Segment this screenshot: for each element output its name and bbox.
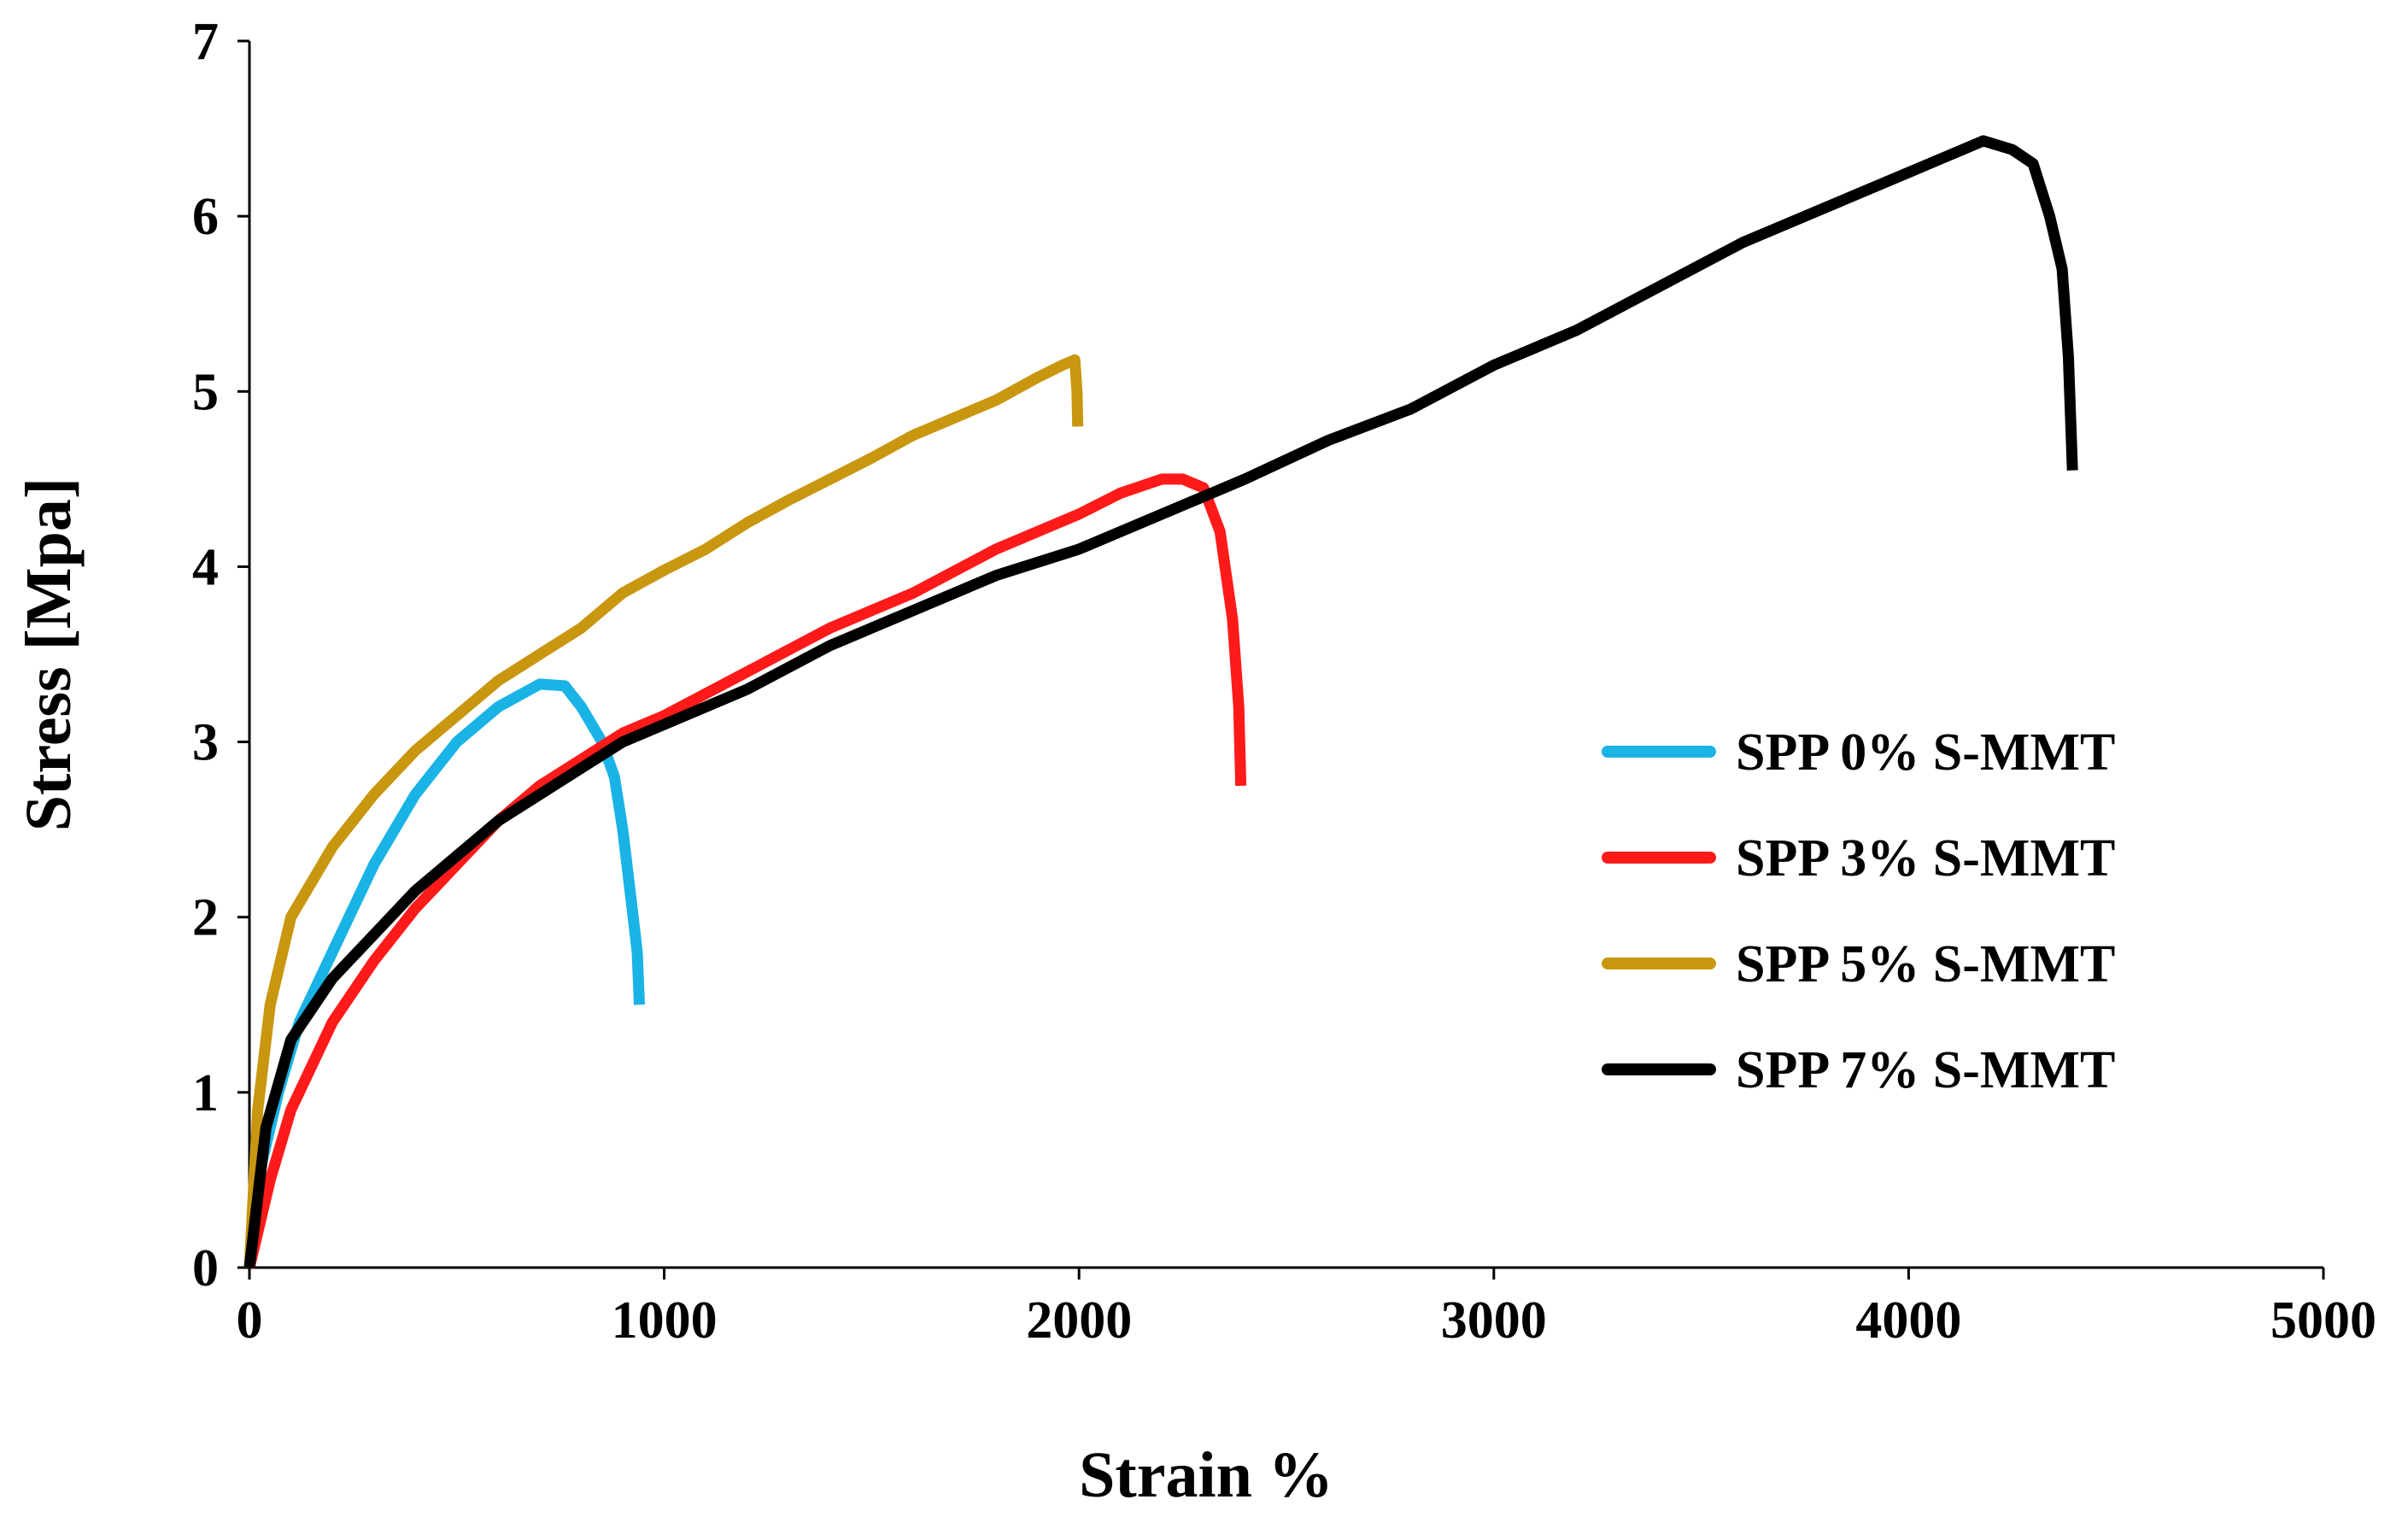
x-tick-label: 5000 bbox=[2270, 1292, 2376, 1350]
legend-label-0: SPP 0% S-MMT bbox=[1736, 723, 2115, 782]
legend-label-2: SPP 5% S-MMT bbox=[1736, 935, 2115, 993]
y-tick-label: 0 bbox=[192, 1239, 219, 1297]
y-tick-label: 4 bbox=[192, 538, 219, 596]
x-tick-label: 0 bbox=[237, 1292, 263, 1350]
x-tick-label: 1000 bbox=[612, 1292, 718, 1350]
series-line-1 bbox=[243, 473, 1247, 1269]
y-ticks: 0 1 2 3 4 5 6 7 bbox=[192, 13, 249, 1297]
series-lines bbox=[243, 135, 2078, 1269]
axes bbox=[248, 41, 2323, 1269]
y-tick-label: 2 bbox=[192, 889, 219, 947]
series-line-3 bbox=[243, 135, 2078, 1268]
y-tick-label: 3 bbox=[192, 714, 219, 772]
legend-label-3: SPP 7% S-MMT bbox=[1736, 1041, 2115, 1099]
x-tick-label: 2000 bbox=[1026, 1292, 1132, 1350]
x-tick-label: 3000 bbox=[1441, 1292, 1547, 1350]
legend-label-1: SPP 3% S-MMT bbox=[1736, 829, 2115, 887]
series-line-2 bbox=[243, 354, 1084, 1268]
x-axis-title: Strain % bbox=[1079, 1439, 1333, 1511]
y-tick-label: 6 bbox=[192, 188, 219, 246]
x-tick-label: 4000 bbox=[1855, 1292, 1961, 1350]
legend: SPP 0% S-MMT SPP 3% S-MMT SPP 5% S-MMT SPP … bbox=[1602, 723, 2115, 1099]
y-tick-label: 5 bbox=[192, 363, 219, 421]
x-ticks: 0 1000 2000 3000 4000 5000 bbox=[237, 1268, 2376, 1350]
y-tick-label: 7 bbox=[192, 13, 219, 71]
y-axis-title: Stress [Mpa] bbox=[13, 477, 85, 831]
y-tick-label: 1 bbox=[192, 1064, 219, 1122]
